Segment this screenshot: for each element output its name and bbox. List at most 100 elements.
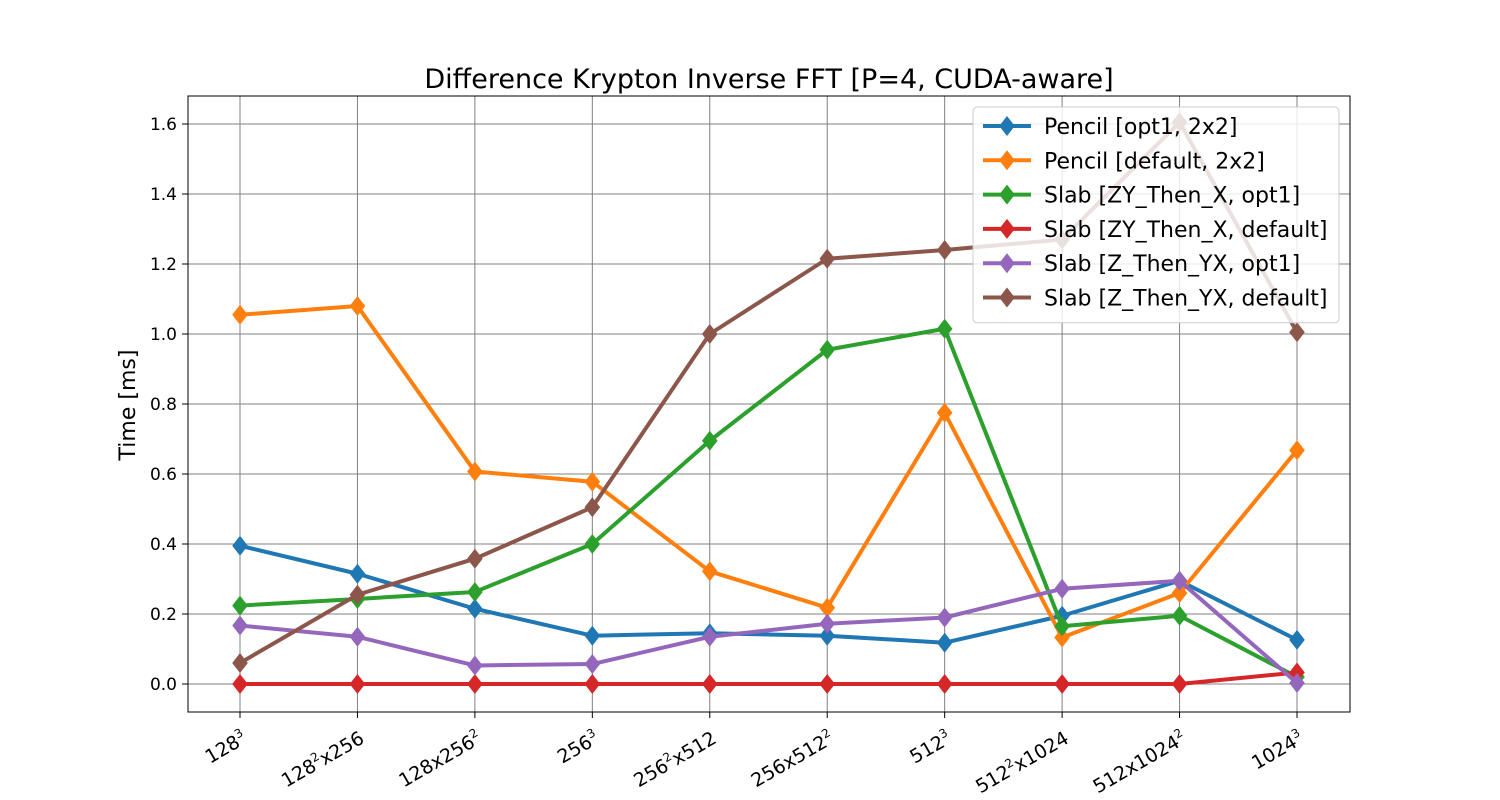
data-point [349, 563, 366, 584]
data-point [467, 581, 483, 602]
data-point [819, 248, 836, 269]
data-point [584, 654, 601, 675]
data-point [349, 674, 366, 694]
legend-label: Slab [Z_Then_YX, opt1] [1044, 252, 1300, 277]
legend-item: Pencil [opt1, 2x2] [983, 115, 1238, 140]
series-line [239, 543, 1298, 645]
x-tick-label: 128x2562 [394, 726, 485, 792]
data-point [584, 497, 601, 518]
legend-item: Pencil [default, 2x2] [983, 149, 1265, 174]
y-tick-label: 1.0 [150, 325, 177, 345]
x-tick-label: 2563 [553, 726, 603, 769]
legend-marker [999, 184, 1015, 205]
data-point [232, 304, 248, 325]
data-point [584, 674, 601, 694]
y-tick-label: 0.0 [150, 675, 177, 695]
data-point [701, 561, 718, 582]
x-tick-label: 5123 [905, 726, 955, 769]
y-tick-label: 0.4 [150, 535, 177, 555]
data-point [467, 461, 483, 482]
data-point [232, 535, 248, 556]
legend-item: Slab [ZY_Then_X, default] [983, 218, 1328, 243]
series-line [240, 670, 1298, 686]
data-point [467, 598, 483, 619]
data-point [1289, 322, 1305, 343]
data-point [232, 595, 248, 616]
legend-marker [999, 116, 1015, 136]
data-point [1054, 674, 1070, 694]
data-point [232, 653, 248, 673]
data-point [1289, 629, 1305, 650]
series-line [239, 304, 1299, 640]
data-point [936, 632, 953, 653]
x-tick-label: 256x5122 [747, 726, 838, 792]
x-tick-label: 2562x512 [629, 726, 720, 792]
data-point [467, 655, 483, 676]
series-4 [232, 570, 1305, 693]
data-point [1289, 672, 1305, 693]
y-tick-label: 0.2 [150, 605, 177, 625]
legend: Pencil [opt1, 2x2] Pencil [default, 2x2] S… [972, 106, 1340, 324]
data-point [936, 402, 953, 423]
data-point [467, 548, 483, 569]
data-point [232, 615, 248, 636]
data-point [819, 674, 836, 694]
y-tick-label: 1.2 [150, 255, 177, 275]
legend-marker [999, 218, 1015, 239]
legend-label: Slab [Z_Then_YX, default] [1044, 287, 1328, 312]
x-tick-label: 5122x1024 [971, 726, 1073, 799]
data-point [1171, 570, 1188, 591]
y-tick-label: 0.6 [150, 465, 177, 485]
data-point [232, 674, 248, 694]
series-2 [232, 318, 1305, 687]
data-point [819, 339, 836, 360]
x-tick-label: 1282x256 [277, 726, 368, 792]
y-tick-label: 0.8 [150, 395, 177, 415]
data-point [1054, 616, 1070, 637]
data-point [701, 324, 718, 344]
y-tick-label: 1.6 [150, 115, 177, 135]
data-point [936, 318, 953, 339]
data-point [1171, 674, 1188, 694]
data-point [819, 597, 836, 618]
legend-marker [999, 287, 1015, 308]
x-tick-label: 1283 [200, 726, 250, 769]
x-tick-label: 10243 [1247, 726, 1307, 775]
y-tick-label: 1.4 [150, 185, 177, 205]
series-1 [232, 296, 1305, 648]
data-point [701, 626, 718, 647]
legend-label: Slab [ZY_Then_X, default] [1044, 218, 1328, 243]
data-point [1171, 605, 1188, 626]
data-point [349, 626, 366, 647]
data-point [936, 674, 953, 694]
legend-marker [999, 150, 1015, 171]
legend-item: Slab [ZY_Then_X, opt1] [983, 184, 1300, 209]
legend-item: Slab [Z_Then_YX, default] [983, 287, 1328, 312]
data-point [467, 674, 483, 694]
data-point [1054, 627, 1070, 648]
data-point [584, 534, 601, 554]
series-3 [232, 662, 1305, 694]
series-0 [232, 535, 1305, 653]
data-point [936, 607, 953, 628]
data-point [1054, 578, 1070, 599]
x-tick-label: 512x10242 [1088, 726, 1190, 799]
series-layer [232, 112, 1305, 694]
legend-label: Slab [ZY_Then_X, opt1] [1044, 184, 1300, 209]
y-axis-label: Time [ms] [116, 350, 141, 462]
legend-marker [999, 253, 1015, 274]
data-point [819, 613, 836, 634]
data-point [349, 296, 366, 316]
data-point [701, 430, 718, 451]
data-point [584, 625, 601, 646]
chart-title: Difference Krypton Inverse FFT [P=4, CUD… [424, 64, 1113, 95]
data-point [584, 471, 601, 492]
legend-label: Pencil [opt1, 2x2] [1044, 115, 1238, 140]
data-point [349, 584, 366, 605]
plot-frame [187, 95, 1351, 713]
series-line [239, 326, 1298, 679]
legend-item: Slab [Z_Then_YX, opt1] [983, 252, 1300, 277]
series-line [239, 578, 1299, 685]
